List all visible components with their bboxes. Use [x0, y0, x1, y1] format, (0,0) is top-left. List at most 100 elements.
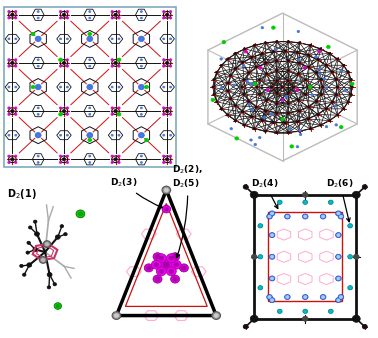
Circle shape [36, 37, 38, 39]
Circle shape [276, 41, 278, 42]
Circle shape [66, 17, 68, 19]
Circle shape [263, 116, 266, 118]
Circle shape [8, 38, 10, 40]
Circle shape [336, 298, 341, 303]
Circle shape [166, 110, 169, 113]
Circle shape [337, 299, 340, 301]
Circle shape [308, 66, 310, 68]
Circle shape [118, 107, 120, 109]
Circle shape [285, 214, 290, 219]
Circle shape [308, 106, 310, 108]
Circle shape [303, 309, 308, 313]
Circle shape [284, 50, 287, 52]
Circle shape [250, 191, 258, 198]
Circle shape [145, 85, 149, 89]
Circle shape [27, 241, 31, 244]
Circle shape [163, 107, 165, 109]
Circle shape [39, 86, 41, 88]
Circle shape [169, 59, 172, 61]
Circle shape [220, 87, 223, 89]
Circle shape [226, 58, 229, 60]
Circle shape [284, 122, 287, 124]
Circle shape [159, 269, 164, 273]
Circle shape [140, 11, 143, 13]
Circle shape [37, 17, 39, 19]
Circle shape [264, 42, 266, 44]
Circle shape [155, 255, 160, 259]
Circle shape [138, 86, 141, 88]
Circle shape [299, 134, 302, 136]
Circle shape [76, 210, 85, 218]
Circle shape [88, 84, 91, 87]
Circle shape [287, 80, 289, 82]
Circle shape [352, 315, 360, 322]
Circle shape [39, 38, 41, 40]
Circle shape [215, 71, 218, 73]
Circle shape [337, 212, 340, 215]
Circle shape [67, 86, 68, 88]
Circle shape [90, 87, 92, 89]
Circle shape [59, 58, 62, 62]
Circle shape [310, 128, 311, 130]
Circle shape [286, 296, 289, 298]
Circle shape [111, 59, 113, 61]
Circle shape [59, 38, 62, 40]
Circle shape [8, 17, 10, 19]
Circle shape [328, 309, 333, 313]
Circle shape [111, 38, 113, 40]
Circle shape [114, 13, 117, 16]
Circle shape [251, 56, 253, 58]
Circle shape [66, 107, 68, 109]
Circle shape [144, 264, 153, 272]
Circle shape [318, 68, 321, 70]
Circle shape [254, 128, 256, 130]
Circle shape [307, 54, 310, 56]
Circle shape [338, 294, 344, 299]
Circle shape [140, 59, 143, 61]
Circle shape [66, 161, 68, 164]
Circle shape [15, 65, 17, 67]
Circle shape [248, 72, 250, 74]
Circle shape [318, 50, 321, 53]
Circle shape [242, 111, 244, 113]
Circle shape [348, 255, 353, 259]
Circle shape [140, 84, 143, 87]
Circle shape [163, 38, 165, 40]
Circle shape [259, 137, 261, 139]
Circle shape [15, 38, 17, 40]
Circle shape [90, 37, 92, 39]
Circle shape [90, 136, 92, 138]
Circle shape [139, 136, 141, 138]
Circle shape [8, 134, 10, 136]
Circle shape [336, 276, 341, 281]
Circle shape [28, 226, 32, 229]
Circle shape [8, 107, 10, 109]
Circle shape [267, 294, 272, 299]
Circle shape [319, 48, 322, 50]
Circle shape [274, 48, 277, 51]
Circle shape [170, 134, 172, 136]
Circle shape [347, 71, 350, 73]
Circle shape [22, 273, 26, 276]
Circle shape [328, 52, 331, 54]
Circle shape [296, 89, 299, 92]
Circle shape [66, 10, 68, 13]
Circle shape [160, 259, 173, 270]
Circle shape [8, 65, 10, 67]
Circle shape [37, 88, 39, 90]
Circle shape [79, 212, 82, 216]
Circle shape [290, 145, 294, 148]
Circle shape [37, 107, 39, 109]
Circle shape [273, 122, 275, 124]
Circle shape [45, 242, 49, 246]
Circle shape [41, 258, 45, 262]
Circle shape [336, 58, 339, 60]
Bar [4, 7, 176, 167]
Circle shape [66, 155, 68, 157]
Circle shape [156, 267, 166, 276]
Circle shape [89, 107, 91, 109]
Circle shape [118, 134, 120, 136]
Circle shape [88, 36, 91, 38]
Circle shape [88, 138, 92, 142]
Circle shape [36, 136, 38, 138]
